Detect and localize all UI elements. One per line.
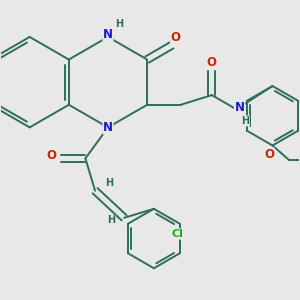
Text: N: N bbox=[235, 101, 244, 114]
Text: H: H bbox=[241, 116, 249, 126]
Text: N: N bbox=[103, 28, 113, 41]
Text: O: O bbox=[264, 148, 274, 161]
Text: H: H bbox=[107, 215, 115, 225]
Text: O: O bbox=[171, 31, 181, 44]
Text: H: H bbox=[116, 19, 124, 29]
Text: O: O bbox=[207, 56, 217, 69]
Text: O: O bbox=[47, 149, 57, 162]
Text: N: N bbox=[103, 121, 113, 134]
Text: H: H bbox=[105, 178, 113, 188]
Text: Cl: Cl bbox=[171, 229, 183, 239]
